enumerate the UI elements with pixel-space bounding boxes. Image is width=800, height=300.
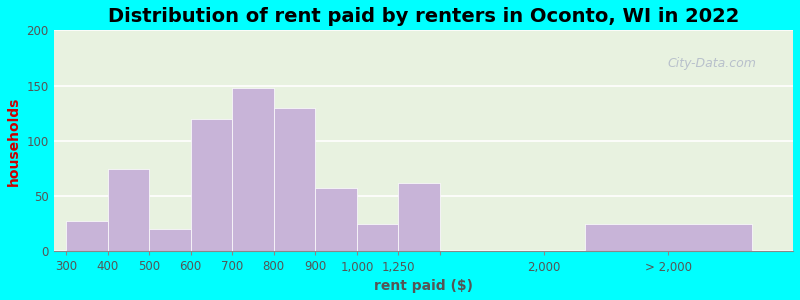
Bar — [66, 220, 108, 251]
Bar — [274, 108, 315, 251]
Bar — [357, 224, 398, 251]
Bar — [398, 183, 440, 251]
Bar — [315, 188, 357, 251]
Bar — [190, 119, 232, 251]
Bar — [108, 169, 149, 251]
Title: Distribution of rent paid by renters in Oconto, WI in 2022: Distribution of rent paid by renters in … — [108, 7, 739, 26]
Bar — [586, 224, 751, 251]
Y-axis label: households: households — [7, 96, 21, 186]
Bar — [149, 230, 190, 251]
Text: City-Data.com: City-Data.com — [667, 57, 756, 70]
Bar — [232, 88, 274, 251]
X-axis label: rent paid ($): rent paid ($) — [374, 279, 473, 293]
